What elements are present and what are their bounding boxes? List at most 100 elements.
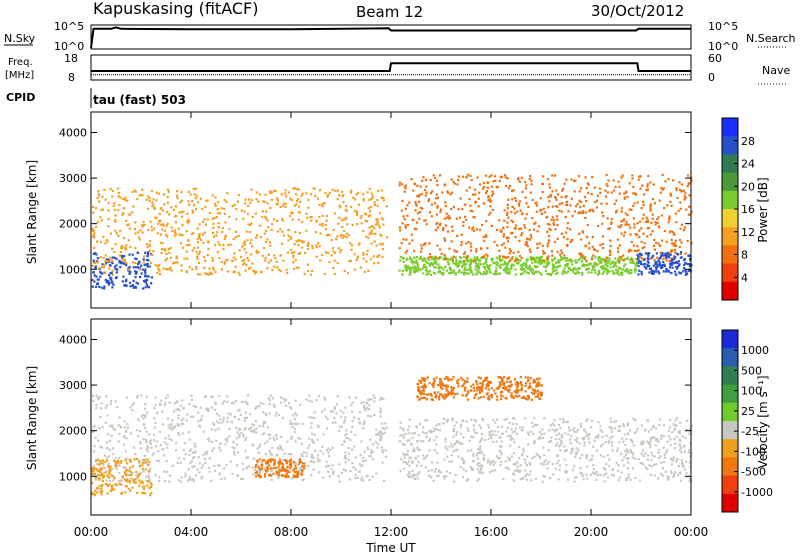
radar-cell	[676, 196, 679, 200]
radar-cell	[506, 467, 509, 470]
radar-cell	[196, 201, 200, 204]
radar-cell	[613, 202, 616, 205]
radar-cell	[316, 438, 319, 441]
radar-cell	[305, 229, 308, 232]
radar-cell	[661, 239, 664, 242]
radar-cell	[140, 264, 143, 267]
radar-cell	[446, 216, 449, 219]
radar-cell	[460, 376, 463, 379]
radar-cell	[606, 264, 609, 267]
radar-cell	[636, 427, 639, 430]
radar-cell	[92, 464, 95, 467]
radar-cell	[560, 196, 563, 199]
radar-cell	[414, 457, 417, 460]
radar-cell	[145, 475, 148, 478]
radar-cell	[294, 412, 297, 415]
radar-cell	[609, 417, 612, 420]
radar-cell	[341, 190, 344, 193]
radar-cell	[492, 192, 495, 195]
radar-cell	[423, 379, 426, 382]
radar-cell	[644, 466, 647, 469]
radar-cell	[147, 476, 150, 479]
radar-cell	[245, 401, 248, 404]
radar-cell	[141, 231, 144, 234]
radar-cell	[570, 452, 573, 455]
radar-cell	[419, 380, 423, 383]
radar-cell	[654, 444, 657, 447]
radar-cell	[253, 468, 256, 471]
radar-cell	[447, 390, 450, 393]
radar-cell	[514, 469, 517, 472]
radar-cell	[199, 406, 202, 409]
radar-cell	[375, 433, 378, 436]
radar-cell	[556, 442, 559, 445]
radar-cell	[686, 174, 690, 177]
radar-cell	[321, 205, 324, 208]
radar-cell	[532, 393, 535, 396]
radar-cell	[105, 470, 108, 473]
radar-cell	[637, 178, 640, 181]
radar-cell	[566, 243, 569, 246]
radar-cell	[280, 467, 283, 470]
radar-cell	[497, 386, 500, 389]
radar-cell	[519, 464, 522, 467]
radar-cell	[441, 273, 444, 276]
radar-cell	[224, 221, 227, 224]
radar-cell	[531, 257, 534, 260]
radar-cell	[677, 253, 680, 256]
radar-cell	[456, 379, 459, 382]
radar-cell	[416, 221, 419, 224]
radar-cell	[224, 236, 227, 239]
radar-cell	[674, 442, 677, 445]
radar-cell	[137, 261, 141, 264]
radar-cell	[442, 226, 445, 230]
radar-cell	[506, 221, 509, 224]
radar-cell	[212, 226, 215, 229]
radar-cell	[403, 218, 406, 221]
radar-cell	[526, 431, 530, 434]
radar-cell	[176, 261, 179, 264]
radar-cell	[226, 400, 229, 403]
radar-cell	[655, 270, 658, 273]
radar-cell	[670, 238, 673, 241]
radar-cell	[436, 196, 439, 199]
radar-cell	[369, 415, 372, 418]
radar-cell	[114, 243, 117, 246]
radar-cell	[216, 231, 219, 234]
radar-cell	[142, 438, 145, 441]
radar-cell	[354, 198, 357, 201]
radar-cell	[149, 482, 152, 485]
radar-cell	[263, 473, 267, 476]
radar-cell	[272, 436, 275, 439]
radar-cell	[551, 205, 554, 208]
radar-cell	[269, 394, 272, 397]
radar-cell	[122, 207, 126, 210]
radar-cell	[463, 389, 467, 392]
radar-cell	[678, 438, 681, 441]
radar-cell	[536, 389, 539, 392]
radar-cell	[150, 225, 153, 228]
radar-cell	[144, 414, 147, 417]
radar-cell	[163, 479, 166, 483]
radar-cell	[488, 394, 491, 398]
radar-cell	[484, 261, 487, 264]
radar-cell	[422, 426, 425, 429]
radar-cell	[620, 176, 623, 179]
radar-cell	[318, 471, 321, 474]
radar-cell	[536, 246, 539, 249]
radar-cell	[250, 253, 253, 256]
radar-cell	[370, 242, 373, 245]
radar-cell	[266, 426, 269, 429]
radar-cell	[540, 212, 543, 215]
radar-cell	[111, 273, 114, 276]
radar-cell	[243, 248, 246, 251]
radar-cell	[436, 383, 439, 387]
radar-cell	[445, 470, 448, 473]
radar-cell	[185, 270, 188, 273]
radar-cell	[480, 257, 483, 260]
radar-cell	[267, 253, 270, 256]
radar-cell	[100, 490, 103, 493]
radar-cell	[354, 433, 357, 436]
radar-cell	[416, 195, 419, 198]
